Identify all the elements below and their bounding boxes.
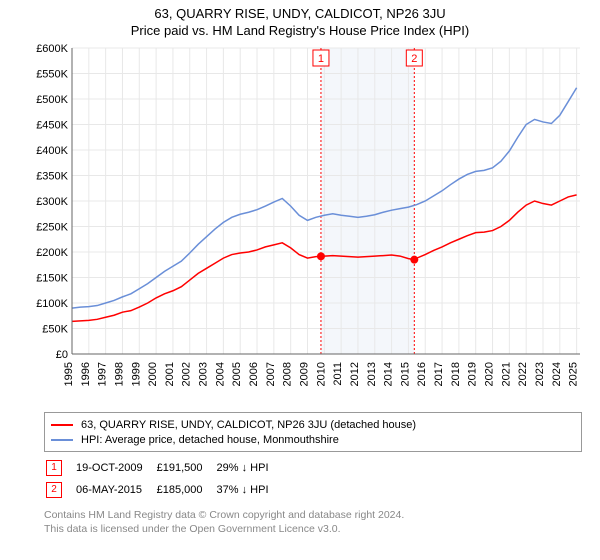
svg-text:2012: 2012	[349, 362, 361, 386]
svg-text:2021: 2021	[500, 362, 512, 386]
svg-text:£200K: £200K	[36, 247, 68, 259]
svg-text:2: 2	[411, 53, 417, 65]
svg-text:1998: 1998	[113, 362, 125, 386]
svg-text:2025: 2025	[568, 362, 580, 386]
svg-text:2007: 2007	[265, 362, 277, 386]
chart-title-2: Price paid vs. HM Land Registry's House …	[0, 21, 600, 44]
svg-text:£0: £0	[56, 349, 68, 361]
svg-text:2003: 2003	[198, 362, 210, 386]
svg-text:1999: 1999	[130, 362, 142, 386]
svg-text:2005: 2005	[231, 362, 243, 386]
sale-marker: 1	[46, 460, 62, 476]
chart: £0 £50K £100K £150K £200K £250K £300K £350K £400…	[30, 44, 590, 404]
svg-text:2018: 2018	[450, 362, 462, 386]
svg-text:£400K: £400K	[36, 145, 68, 157]
svg-text:2011: 2011	[332, 362, 344, 386]
svg-text:1997: 1997	[97, 362, 109, 386]
svg-text:2022: 2022	[517, 362, 529, 386]
svg-text:2020: 2020	[484, 362, 496, 386]
svg-text:£350K: £350K	[36, 171, 68, 183]
svg-text:1: 1	[318, 53, 324, 65]
sales-table: 1 19-OCT-2009£191,50029% ↓ HPI 2 06-MAY-201…	[44, 456, 283, 502]
sale-price: £191,500	[157, 458, 215, 478]
footer-line-1: Contains HM Land Registry data © Crown c…	[44, 508, 582, 522]
legend-row: 63, QUARRY RISE, UNDY, CALDICOT, NP26 3J…	[51, 417, 575, 432]
legend-swatch	[51, 439, 73, 441]
svg-text:£250K: £250K	[36, 222, 68, 234]
svg-text:2015: 2015	[399, 362, 411, 386]
svg-text:£150K: £150K	[36, 273, 68, 285]
footer-attribution: Contains HM Land Registry data © Crown c…	[44, 508, 582, 536]
svg-text:2000: 2000	[147, 362, 159, 386]
sale-price: £185,000	[157, 480, 215, 500]
svg-text:2004: 2004	[214, 362, 226, 386]
svg-text:2024: 2024	[551, 362, 563, 386]
svg-text:2016: 2016	[416, 362, 428, 386]
svg-text:2017: 2017	[433, 362, 445, 386]
svg-text:2013: 2013	[366, 362, 378, 386]
svg-text:2023: 2023	[534, 362, 546, 386]
legend-row: HPI: Average price, detached house, Monm…	[51, 432, 575, 447]
legend: 63, QUARRY RISE, UNDY, CALDICOT, NP26 3J…	[44, 412, 582, 452]
table-row: 2 06-MAY-2015£185,00037% ↓ HPI	[46, 480, 281, 500]
sale-date: 06-MAY-2015	[76, 480, 155, 500]
svg-text:1995: 1995	[63, 362, 75, 386]
svg-text:2014: 2014	[383, 362, 395, 386]
sale-vs-hpi: 37% ↓ HPI	[217, 480, 281, 500]
chart-svg: £0 £50K £100K £150K £200K £250K £300K £350K £400…	[30, 44, 590, 404]
svg-text:2002: 2002	[181, 362, 193, 386]
svg-text:£100K: £100K	[36, 298, 68, 310]
svg-text:2008: 2008	[282, 362, 294, 386]
svg-text:2019: 2019	[467, 362, 479, 386]
sale-date: 19-OCT-2009	[76, 458, 155, 478]
legend-label: 63, QUARRY RISE, UNDY, CALDICOT, NP26 3J…	[81, 419, 416, 431]
svg-text:2001: 2001	[164, 362, 176, 386]
svg-text:£300K: £300K	[36, 196, 68, 208]
legend-swatch	[51, 424, 73, 426]
svg-text:£450K: £450K	[36, 120, 68, 132]
svg-text:£500K: £500K	[36, 94, 68, 106]
svg-text:1996: 1996	[80, 362, 92, 386]
legend-label: HPI: Average price, detached house, Monm…	[81, 434, 339, 446]
table-row: 1 19-OCT-2009£191,50029% ↓ HPI	[46, 458, 281, 478]
footer-line-2: This data is licensed under the Open Gov…	[44, 522, 582, 536]
chart-title-1: 63, QUARRY RISE, UNDY, CALDICOT, NP26 3J…	[0, 0, 600, 21]
sale-vs-hpi: 29% ↓ HPI	[217, 458, 281, 478]
svg-text:2009: 2009	[298, 362, 310, 386]
svg-text:£50K: £50K	[42, 324, 68, 336]
svg-text:£600K: £600K	[36, 44, 68, 55]
svg-text:2010: 2010	[315, 362, 327, 386]
svg-text:£550K: £550K	[36, 69, 68, 81]
sale-marker: 2	[46, 482, 62, 498]
svg-text:2006: 2006	[248, 362, 260, 386]
